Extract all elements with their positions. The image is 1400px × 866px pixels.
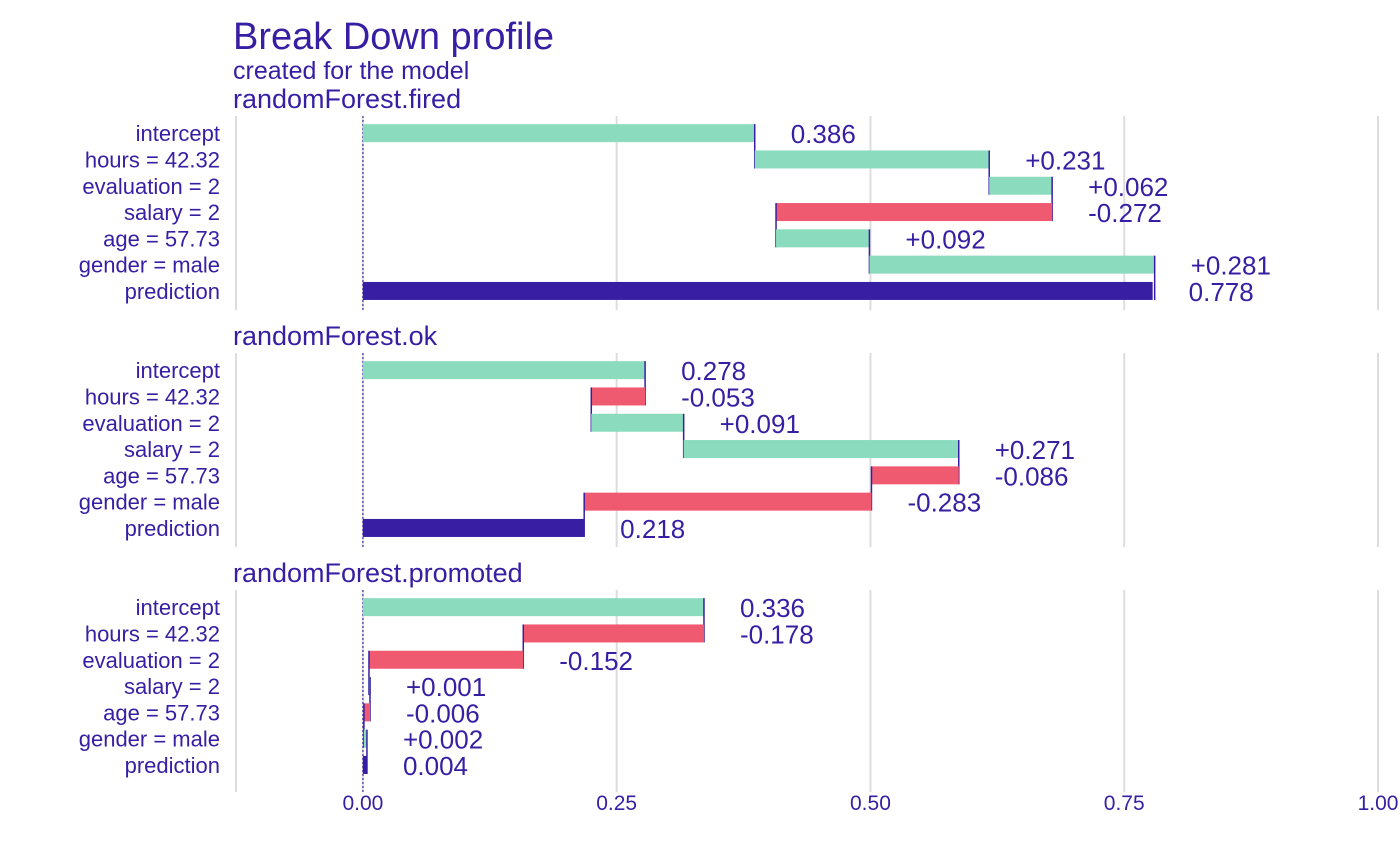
- row-label: salary = 2: [124, 437, 220, 462]
- row-label: hours = 42.32: [85, 621, 220, 646]
- row-label: intercept: [136, 358, 220, 383]
- x-tick-label: 0.50: [850, 792, 891, 815]
- bar: [368, 650, 524, 669]
- row-label: salary = 2: [124, 674, 220, 699]
- row-label: evaluation = 2: [82, 411, 220, 436]
- value-label: 0.778: [1189, 277, 1254, 307]
- x-axis: 0.00 0.25 0.50 0.75 1.00: [342, 792, 1398, 815]
- row-label: prediction: [125, 516, 220, 541]
- value-label: 0.218: [620, 514, 685, 544]
- value-label: +0.091: [720, 409, 800, 439]
- row-label: prediction: [125, 753, 220, 778]
- panels: randomForest.fired intercept 0.386 hours = …: [79, 84, 1379, 793]
- row-label: hours = 42.32: [85, 384, 220, 409]
- x-tick-label: 0.25: [596, 792, 637, 815]
- row-label: prediction: [125, 279, 220, 304]
- row-label: intercept: [136, 121, 220, 146]
- panel-randomForest-ok: randomForest.ok intercept 0.278 hours = 42.…: [79, 321, 1379, 548]
- row-label: evaluation = 2: [82, 648, 220, 673]
- row-label: gender = male: [79, 727, 220, 752]
- panel-title: randomForest.fired: [233, 84, 461, 114]
- bar: [776, 203, 1053, 222]
- value-label: -0.272: [1088, 198, 1162, 228]
- bar: [776, 229, 870, 248]
- value-label: 0.004: [403, 751, 468, 781]
- chart-subtitle: created for the model: [233, 57, 469, 85]
- value-label: -0.086: [995, 461, 1069, 491]
- bar: [362, 598, 704, 617]
- bar: [754, 150, 990, 169]
- value-label: 0.278: [681, 356, 746, 386]
- bar: [362, 281, 1153, 300]
- bar: [523, 624, 704, 643]
- x-tick-label: 0.75: [1104, 792, 1145, 815]
- bar: [362, 124, 755, 143]
- value-label: 0.336: [740, 593, 805, 623]
- row-label: evaluation = 2: [82, 174, 220, 199]
- bar: [591, 413, 684, 432]
- bar: [871, 466, 959, 485]
- panel-randomForest-fired: randomForest.fired intercept 0.386 hours = …: [79, 84, 1379, 311]
- value-label: -0.053: [681, 382, 755, 412]
- row-label: age = 57.73: [103, 226, 220, 251]
- value-label: -0.152: [559, 646, 633, 676]
- bar: [584, 492, 872, 511]
- value-label: +0.281: [1191, 251, 1271, 281]
- value-label: +0.062: [1088, 172, 1168, 202]
- x-tick-label: 1.00: [1358, 792, 1399, 815]
- bar: [362, 518, 585, 537]
- row-label: gender = male: [79, 490, 220, 515]
- panel-title: randomForest.ok: [233, 321, 438, 351]
- bar: [362, 755, 367, 774]
- value-label: +0.271: [995, 435, 1075, 465]
- bar: [363, 703, 370, 722]
- x-tick-label: 0.00: [342, 792, 383, 815]
- bar: [989, 176, 1053, 195]
- bar: [869, 255, 1155, 274]
- bar: [363, 729, 367, 748]
- value-label: -0.006: [406, 698, 480, 728]
- row-label: age = 57.73: [103, 463, 220, 488]
- value-label: +0.002: [403, 725, 483, 755]
- row-label: gender = male: [79, 253, 220, 278]
- value-label: +0.092: [905, 224, 985, 254]
- value-label: -0.283: [907, 488, 981, 518]
- row-label: salary = 2: [124, 200, 220, 225]
- value-label: -0.178: [740, 619, 814, 649]
- panel-randomForest-promoted: randomForest.promoted intercept 0.336 hours…: [79, 558, 1379, 793]
- panel-title: randomForest.promoted: [233, 558, 523, 588]
- bar: [362, 361, 646, 380]
- chart-title: Break Down profile: [233, 16, 554, 58]
- row-label: hours = 42.32: [85, 147, 220, 172]
- bar: [683, 440, 959, 459]
- row-label: age = 57.73: [103, 700, 220, 725]
- value-label: +0.231: [1025, 145, 1105, 175]
- bar: [591, 387, 646, 406]
- value-label: 0.386: [791, 119, 856, 149]
- value-label: +0.001: [406, 672, 486, 702]
- row-label: intercept: [136, 595, 220, 620]
